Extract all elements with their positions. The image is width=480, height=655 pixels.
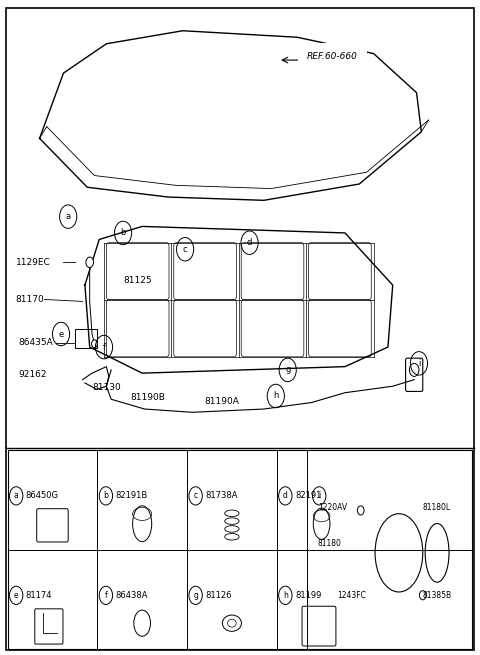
Text: e: e [59,329,64,339]
Text: c: c [183,245,187,253]
Text: 82191B: 82191B [116,491,148,500]
Text: d: d [283,491,288,500]
Text: 81170: 81170 [16,295,45,304]
Text: 1220AV: 1220AV [318,502,347,512]
Text: 81180: 81180 [318,538,342,548]
Text: 81174: 81174 [26,591,52,600]
Text: 86435A: 86435A [18,338,53,347]
Text: 86450G: 86450G [26,491,59,500]
Text: 92162: 92162 [18,370,47,379]
Text: b: b [104,491,108,500]
Text: i: i [418,359,420,368]
Text: REF.60-660: REF.60-660 [307,52,358,62]
Text: i: i [318,491,320,500]
Text: e: e [14,591,19,600]
Text: a: a [14,491,19,500]
Circle shape [409,364,419,377]
Circle shape [86,257,94,267]
Text: 81125: 81125 [123,276,152,285]
Circle shape [358,506,364,515]
Text: g: g [285,365,290,375]
Text: a: a [66,212,71,221]
Text: h: h [283,591,288,600]
Circle shape [92,340,97,348]
Circle shape [420,591,426,600]
Text: f: f [103,343,106,352]
Text: h: h [273,392,278,400]
Text: 81199: 81199 [295,591,321,600]
Text: REF.60-660: REF.60-660 [307,59,358,67]
Text: g: g [193,591,198,600]
Text: 81180L: 81180L [423,502,451,512]
Text: 86438A: 86438A [116,591,148,600]
Text: 81126: 81126 [205,591,232,600]
Text: 1243FC: 1243FC [337,591,366,600]
Text: 82191: 82191 [295,491,321,500]
Text: f: f [105,591,107,600]
Text: 81738A: 81738A [205,491,238,500]
Bar [8,450,472,649]
Text: 1129EC: 1129EC [16,258,50,267]
Text: c: c [193,491,198,500]
Text: b: b [120,229,126,237]
Text: 81190A: 81190A [204,397,239,405]
Text: 81190B: 81190B [130,394,165,402]
Text: 81385B: 81385B [423,591,452,600]
Text: 81130: 81130 [92,383,121,392]
Text: d: d [247,238,252,247]
